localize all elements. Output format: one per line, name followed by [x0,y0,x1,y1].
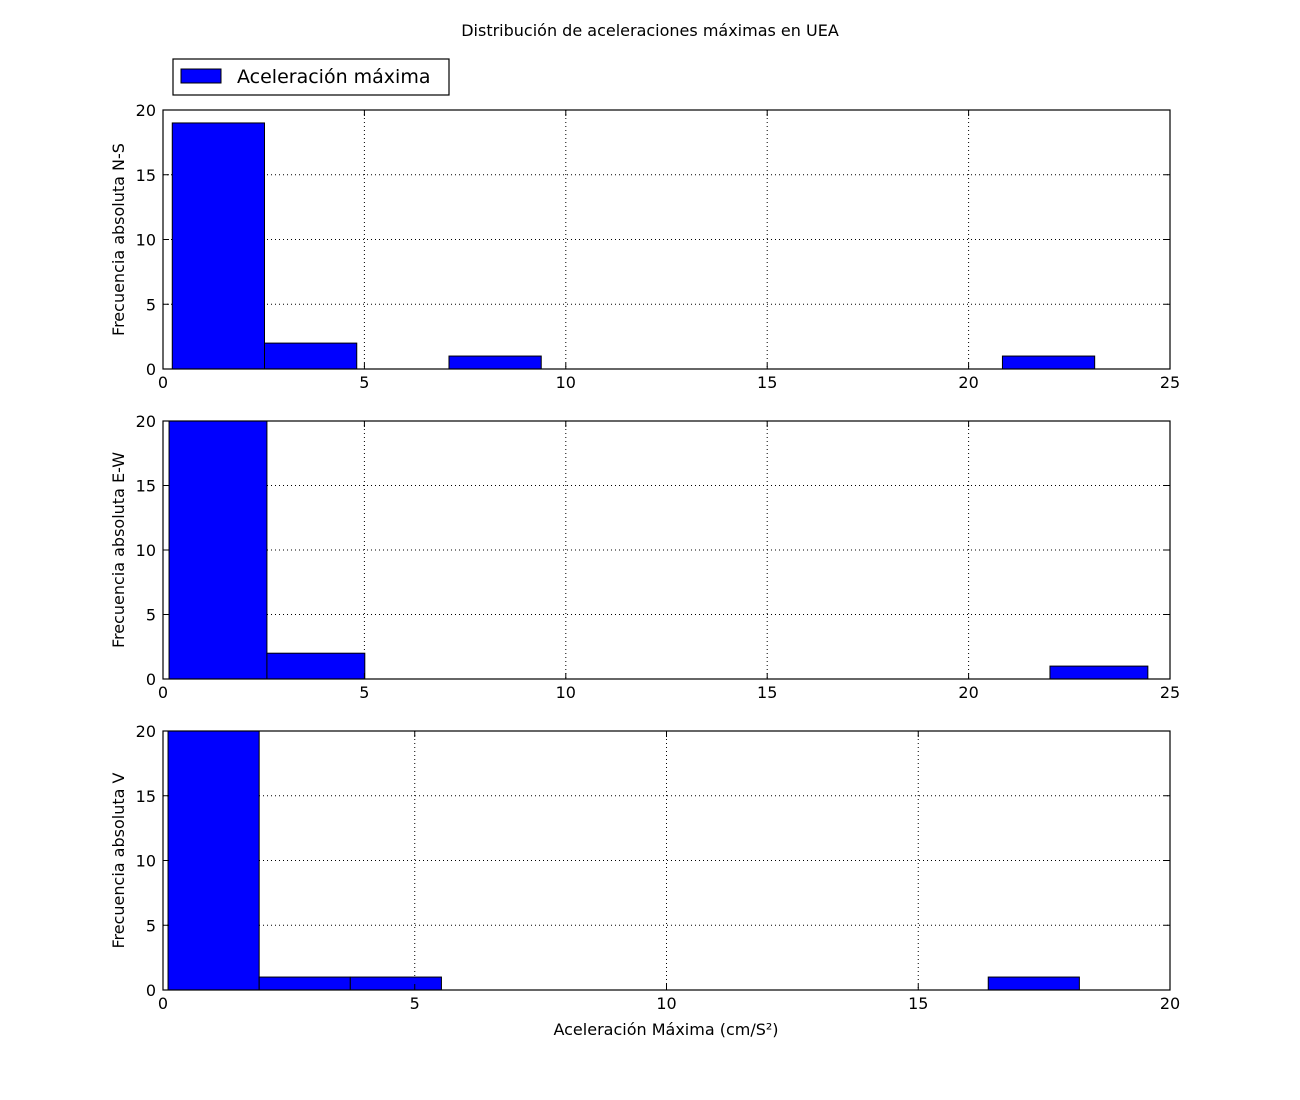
plot-frame [162,109,1171,370]
y-axis-label-ew: Frecuencia absoluta E-W [109,452,128,648]
histogram-bar [1049,665,1149,680]
x-tick-label: 25 [1160,373,1180,392]
histogram-bar [258,976,351,991]
y-tick-label: 15 [136,477,156,496]
y-tick-label: 20 [136,412,156,431]
x-tick-label: 15 [757,373,777,392]
y-tick-label: 15 [136,166,156,185]
histogram-bar [987,976,1080,991]
y-tick-label: 5 [146,916,156,935]
histogram-bar [266,652,366,680]
figure-title: Distribución de aceleraciones máximas en… [461,21,839,40]
y-tick-label: 10 [136,541,156,560]
x-tick-label: 15 [757,683,777,702]
histogram-ns-panel: 0 5 10 15 20 25 0 5 10 15 20 Frecuencia absoluta N-… [109,101,1180,392]
y-tick-label: 10 [136,852,156,871]
plot-frame [162,420,1171,680]
histogram-ew-panel: 0 5 10 15 20 25 0 5 10 15 20 Frecuencia absoluta E-… [109,412,1180,702]
x-tick-label: 10 [556,683,576,702]
histogram-v-panel: 0 5 10 15 20 0 5 10 15 20 Frecuencia absoluta V [109,722,1180,1013]
x-tick-label: 5 [359,683,369,702]
x-axis-label: Aceleración Máxima (cm/S²) [553,1020,778,1039]
y-tick-label: 20 [136,722,156,741]
y-tick-label: 0 [146,670,156,689]
x-tick-label: 5 [359,373,369,392]
histogram-bar [171,122,266,370]
x-tick-label: 15 [908,994,928,1013]
y-tick-label: 0 [146,981,156,1000]
histogram-bar [448,355,542,370]
x-tick-label: 20 [1160,994,1180,1013]
legend-label: Aceleración máxima [237,66,430,88]
y-tick-label: 10 [136,231,156,250]
legend-swatch [180,68,222,84]
x-tick-label: 0 [158,683,168,702]
histogram-bar [168,420,268,680]
legend: Aceleración máxima [172,58,450,96]
y-tick-label: 0 [146,360,156,379]
y-axis-label-v: Frecuencia absoluta V [109,772,128,948]
histogram-bar [167,730,260,991]
x-tick-label: 20 [958,683,978,702]
y-axis-label-ns: Frecuencia absoluta N-S [109,143,128,336]
x-tick-label: 25 [1160,683,1180,702]
x-tick-label: 10 [656,994,676,1013]
y-tick-label: 15 [136,787,156,806]
x-tick-label: 0 [158,373,168,392]
x-tick-label: 5 [410,994,420,1013]
y-tick-label: 5 [146,295,156,314]
x-tick-label: 0 [158,994,168,1013]
x-tick-label: 10 [556,373,576,392]
histogram-bar [264,342,358,370]
histogram-bar [1001,355,1096,370]
histogram-bar [349,976,442,991]
x-tick-label: 20 [958,373,978,392]
y-tick-label: 20 [136,101,156,120]
y-tick-label: 5 [146,606,156,625]
